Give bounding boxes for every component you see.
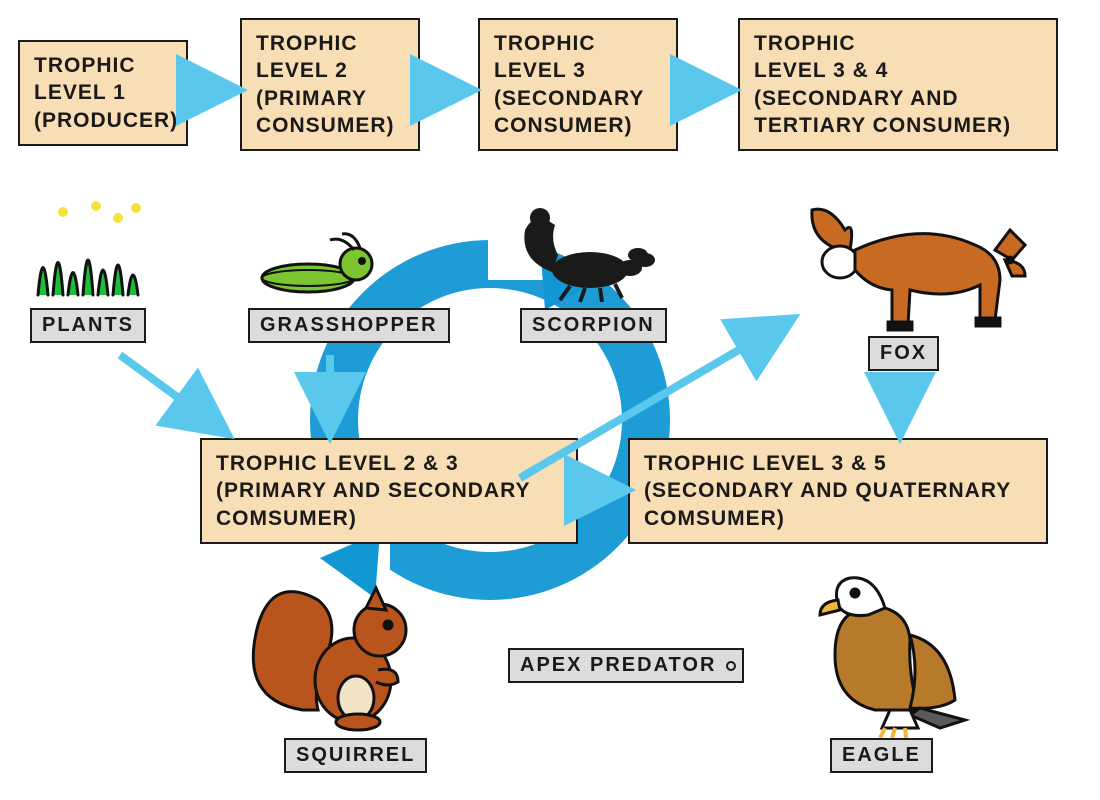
box-line: (SECONDARY [494, 85, 662, 112]
fox-icon [800, 190, 1030, 340]
box-line: LEVEL 3 & 4 [754, 57, 1042, 84]
plants-label: PLANTS [30, 308, 146, 343]
eagle-icon [790, 560, 980, 740]
trophic-level-1-box: TROPHIC LEVEL 1 (PRODUCER) [18, 40, 188, 146]
box-line: CONSUMER) [494, 112, 662, 139]
trophic-level-3-box: TROPHIC LEVEL 3 (SECONDARY CONSUMER) [478, 18, 678, 151]
box-line: TROPHIC LEVEL 3 & 5 [644, 450, 1032, 477]
box-line: COMSUMER) [644, 505, 1032, 532]
box-line: TROPHIC [754, 30, 1042, 57]
trophic-level-2-box: TROPHIC LEVEL 2 (PRIMARY CONSUMER) [240, 18, 420, 151]
grasshopper-label: GRASSHOPPER [248, 308, 450, 343]
box-line: (PRODUCER) [34, 107, 172, 134]
box-line: (SECONDARY AND [754, 85, 1042, 112]
trophic-level-3-5-box: TROPHIC LEVEL 3 & 5 (SECONDARY AND QUATE… [628, 438, 1048, 544]
box-line: (SECONDARY AND QUATERNARY [644, 477, 1032, 504]
box-line: TROPHIC LEVEL 2 & 3 [216, 450, 562, 477]
box-line: LEVEL 3 [494, 57, 662, 84]
squirrel-label: SQUIRREL [284, 738, 427, 773]
fox-label: FOX [868, 336, 939, 371]
box-line: LEVEL 2 [256, 57, 404, 84]
box-line: COMSUMER) [216, 505, 562, 532]
trophic-level-2-3-box: TROPHIC LEVEL 2 & 3 (PRIMARY AND SECONDA… [200, 438, 578, 544]
box-line: TROPHIC [34, 52, 172, 79]
grasshopper-icon [258, 228, 388, 298]
apex-predator-label: APEX PREDATOR [508, 648, 744, 683]
box-line: CONSUMER) [256, 112, 404, 139]
box-line: TROPHIC [256, 30, 404, 57]
squirrel-icon [248, 570, 428, 735]
scorpion-label: SCORPION [520, 308, 667, 343]
plants-icon [28, 200, 148, 300]
trophic-level-3-4-box: TROPHIC LEVEL 3 & 4 (SECONDARY AND TERTI… [738, 18, 1058, 151]
scorpion-icon [510, 200, 660, 305]
box-line: (PRIMARY AND SECONDARY [216, 477, 562, 504]
eagle-label: EAGLE [830, 738, 933, 773]
box-line: TROPHIC [494, 30, 662, 57]
box-line: (PRIMARY [256, 85, 404, 112]
box-line: TERTIARY CONSUMER) [754, 112, 1042, 139]
box-line: LEVEL 1 [34, 79, 172, 106]
